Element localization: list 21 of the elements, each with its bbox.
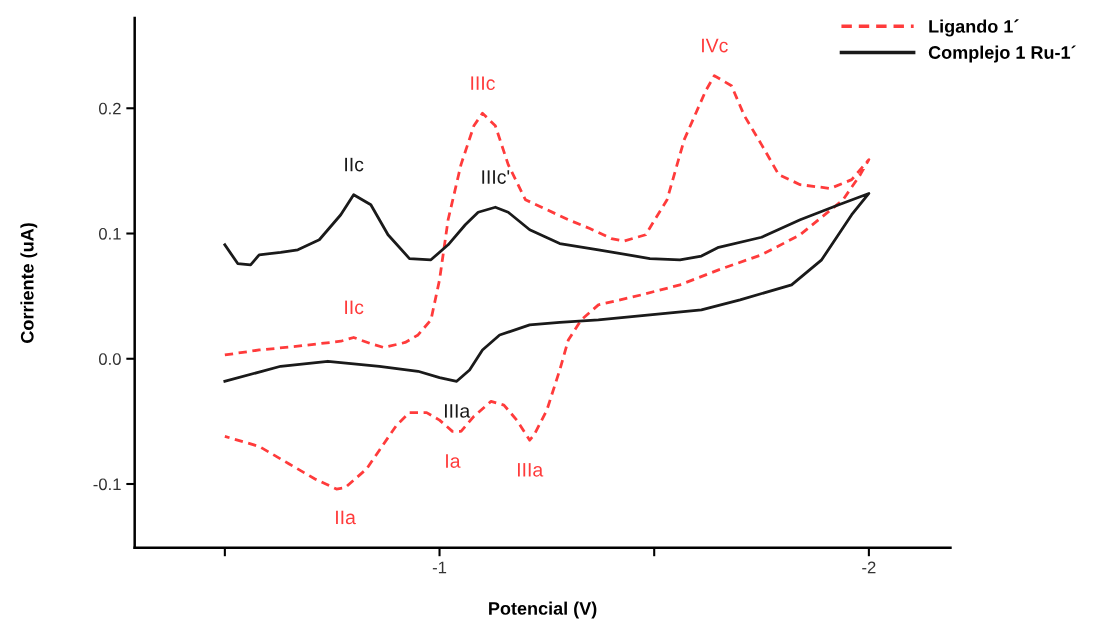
x-axis-title: Potencial (V) bbox=[489, 601, 597, 619]
line-series bbox=[223, 74, 871, 491]
line-series bbox=[223, 192, 871, 383]
annotation: IIc bbox=[345, 157, 364, 172]
legend-label: Ligando 1´ bbox=[929, 19, 1019, 37]
x-tick-label: -2 bbox=[862, 561, 876, 574]
annotation: IIIc bbox=[471, 76, 495, 90]
annotation: IIIa bbox=[444, 404, 471, 418]
y-axis-title: Corriente (uA) bbox=[20, 223, 38, 343]
annotation: IVc bbox=[702, 38, 728, 53]
y-tick-label: -0.1 bbox=[93, 478, 121, 491]
annotation: Ia bbox=[446, 454, 461, 468]
legend-label: Complejo 1 Ru-1´ bbox=[928, 45, 1076, 63]
y-tick-label: 0.2 bbox=[98, 102, 121, 115]
annotation: IIc bbox=[345, 300, 364, 315]
annotation: IIIc' bbox=[482, 170, 510, 184]
x-tick-label: -1 bbox=[432, 561, 447, 574]
y-tick-label: 0.0 bbox=[98, 353, 121, 365]
annotation: IIa bbox=[336, 510, 356, 525]
annotation: IIIa bbox=[517, 463, 544, 477]
y-tick-label: 0.1 bbox=[98, 227, 121, 240]
